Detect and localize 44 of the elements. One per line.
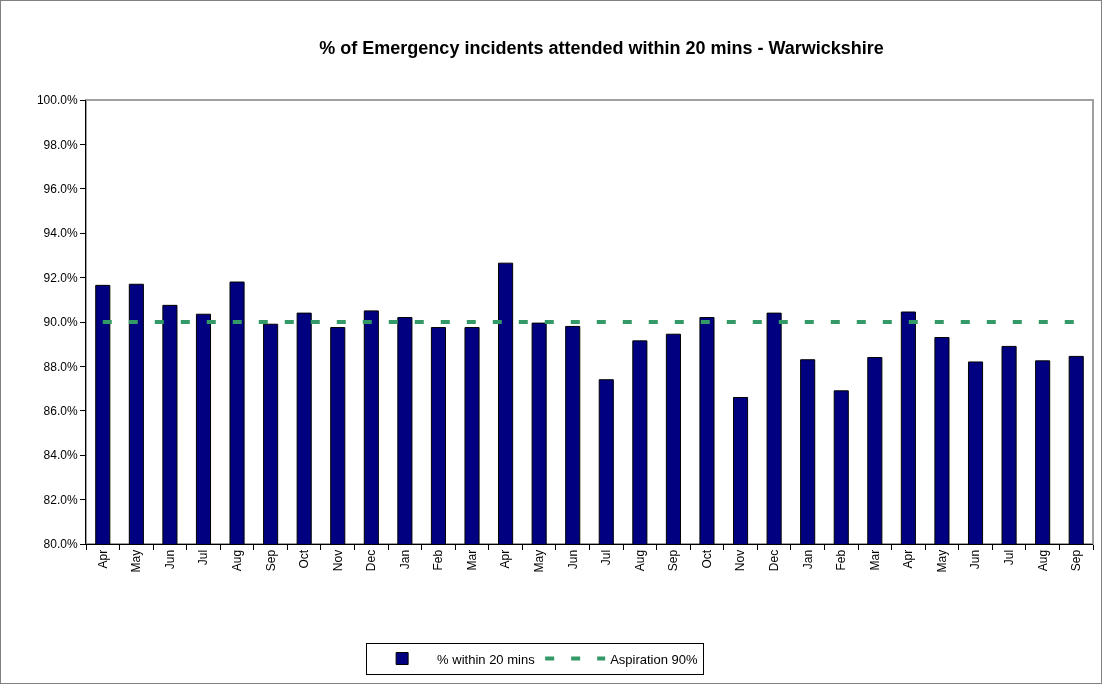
x-tick-label: May xyxy=(532,549,547,573)
x-tick-label: Mar xyxy=(464,549,479,571)
y-tick-label: 90.0% xyxy=(43,315,78,330)
x-tick-label: May xyxy=(934,549,949,573)
chart-title: % of Emergency incidents attended within 20 mins - Warwickshire xyxy=(319,37,884,58)
y-tick-label: 84.0% xyxy=(43,448,78,463)
x-tick-label: Sep xyxy=(263,549,278,572)
legend-label: % within 20 mins xyxy=(437,651,536,667)
x-tick-label: Jan xyxy=(397,549,412,570)
x-tick-label: Aug xyxy=(1035,549,1050,572)
x-tick-label: Mar xyxy=(867,549,882,571)
y-tick-label: 96.0% xyxy=(43,182,78,196)
x-tick-label: Feb xyxy=(834,549,849,571)
x-tick-label: Feb xyxy=(431,549,446,571)
x-tick-label: Aug xyxy=(229,549,244,572)
y-tick-label: 86.0% xyxy=(43,404,78,418)
x-tick-label: Aug xyxy=(632,549,647,572)
y-tick-label: 80.0% xyxy=(43,537,78,552)
y-tick-label: 88.0% xyxy=(43,359,78,374)
x-tick-label: Jun xyxy=(162,549,177,570)
y-tick-label: 100.0% xyxy=(36,93,78,108)
x-tick-label: Jan xyxy=(800,549,815,570)
x-tick-label: Jul xyxy=(599,549,614,566)
x-tick-label: Apr xyxy=(498,549,513,569)
x-tick-label: Jul xyxy=(196,549,211,566)
x-tick-label: Dec xyxy=(364,549,379,572)
x-tick-label: Nov xyxy=(733,549,748,572)
x-tick-label: Apr xyxy=(95,549,110,569)
x-tick-label: Sep xyxy=(666,549,681,572)
x-tick-label: Oct xyxy=(699,549,714,569)
legend-label: Aspiration 90% xyxy=(610,651,699,667)
x-tick-label: Jun xyxy=(565,549,580,570)
x-tick-label: Sep xyxy=(1069,549,1084,572)
x-tick-label: Jun xyxy=(968,549,983,570)
x-tick-label: Oct xyxy=(297,549,312,569)
x-tick-label: Dec xyxy=(767,549,782,572)
y-tick-label: 92.0% xyxy=(43,270,78,285)
x-tick-label: Apr xyxy=(901,549,916,569)
x-tick-label: May xyxy=(129,549,144,573)
x-tick-label: Jul xyxy=(1001,549,1016,566)
y-tick-label: 82.0% xyxy=(43,492,78,507)
y-tick-label: 98.0% xyxy=(43,137,78,152)
x-tick-label: Nov xyxy=(330,549,345,572)
y-tick-label: 94.0% xyxy=(43,226,78,241)
